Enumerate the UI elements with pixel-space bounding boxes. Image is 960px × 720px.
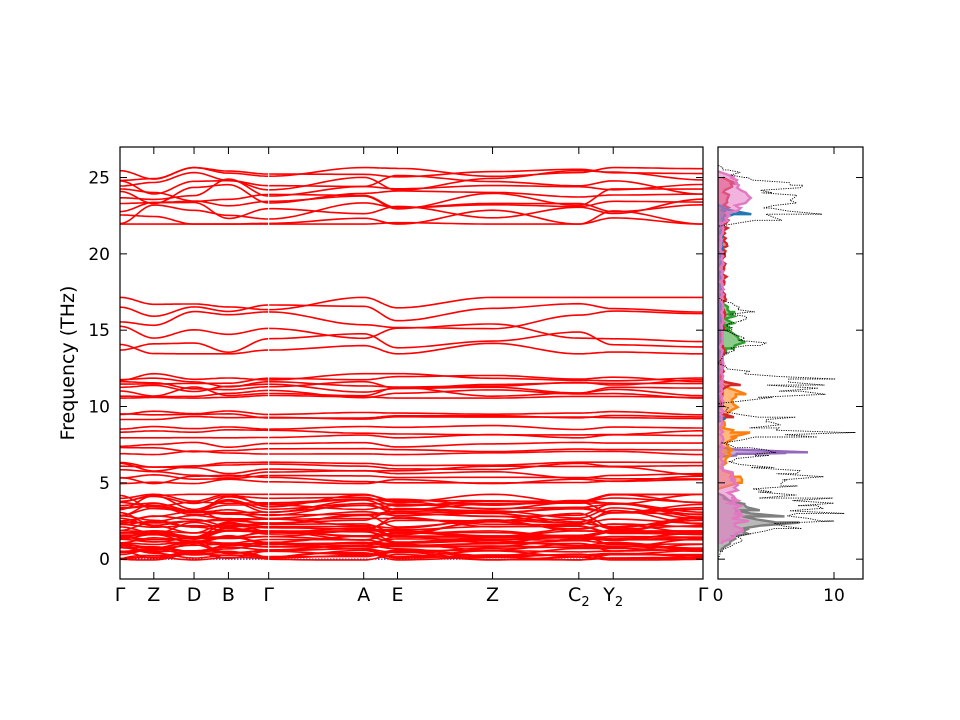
band-line-74	[120, 342, 703, 355]
band-line-80	[120, 217, 703, 225]
band-lines	[120, 166, 703, 561]
total-dos-line	[718, 164, 856, 560]
dos-y-ticks	[718, 177, 863, 560]
kpoint-subscript-9: 2	[615, 595, 623, 610]
band-line-59	[120, 441, 703, 448]
band-line-67	[120, 389, 703, 399]
dos-x-tick-label-1: 10	[823, 586, 845, 606]
band-line-56	[120, 461, 703, 468]
band-y-axis: 0 5 10 15 20 25	[88, 169, 703, 570]
kpoint-label-5: A	[357, 584, 370, 606]
band-plot-frame	[119, 146, 704, 580]
band-line-75	[120, 331, 703, 354]
y-axis-label: Frequency (THz)	[57, 286, 79, 441]
kpoint-label-2: D	[187, 584, 202, 606]
band-line-64	[120, 412, 703, 419]
y-tick-label-1: 5	[99, 474, 110, 494]
band-line-72	[120, 374, 703, 385]
band-line-31	[120, 516, 703, 534]
band-line-76	[120, 323, 703, 343]
band-line-49	[120, 493, 703, 505]
band-line-35	[120, 512, 703, 528]
y-tick-label-4: 20	[88, 245, 110, 265]
band-line-81	[120, 209, 703, 225]
band-line-36	[120, 509, 703, 527]
band-line-77	[120, 310, 703, 330]
band-line-13	[120, 541, 703, 550]
partial-dos-line-6	[718, 170, 753, 545]
band-line-61	[120, 429, 703, 436]
band-line-60	[120, 433, 703, 439]
band-line-62	[120, 424, 703, 431]
y-tick-label-0: 0	[99, 550, 110, 570]
partial-dos-fill-4	[718, 177, 741, 422]
band-line-58	[120, 446, 703, 453]
partial-dos-fill-6	[718, 171, 751, 544]
dos-x-tick-label-0: 0	[713, 586, 724, 606]
band-line-39	[120, 505, 703, 520]
band-line-50	[120, 478, 703, 485]
band-line-83	[120, 198, 703, 220]
partial-dos-line-1	[718, 298, 746, 359]
band-line-71	[120, 377, 703, 388]
y-tick-label-5: 25	[88, 169, 110, 189]
kpoint-label-6: E	[392, 584, 404, 606]
band-line-57	[120, 450, 703, 456]
band-line-32	[120, 514, 703, 533]
band-line-46	[120, 493, 703, 511]
band-line-86	[120, 183, 703, 205]
kpoint-label-3: B	[222, 584, 235, 606]
band-line-78	[120, 302, 703, 322]
kpoint-label-0: Γ	[115, 584, 126, 606]
band-line-91	[120, 166, 703, 180]
band-line-55	[120, 462, 703, 472]
band-line-69	[120, 383, 703, 394]
kpoint-subscript-8: 2	[581, 595, 589, 610]
band-line-85	[120, 188, 703, 210]
dos-panel: 0 10	[713, 146, 864, 606]
kpoint-label-10: Γ	[698, 584, 709, 606]
dos-x-axis: 0 10	[713, 147, 845, 606]
partial-dos-line-0	[718, 492, 800, 553]
band-line-79	[120, 296, 703, 311]
band-line-6	[120, 546, 703, 559]
band-line-65	[120, 410, 703, 416]
dos-plot-frame	[717, 146, 864, 580]
band-line-48	[120, 493, 703, 507]
band-line-88	[120, 174, 703, 195]
dos-curves	[718, 164, 856, 560]
kpoint-label-1: Z	[147, 584, 160, 606]
kpoint-label-4: Γ	[263, 584, 274, 606]
band-line-3	[120, 550, 703, 561]
y-tick-label-2: 10	[88, 398, 110, 418]
kpoint-label-7: Z	[486, 584, 499, 606]
y-tick-label-3: 15	[88, 321, 110, 341]
band-line-73	[120, 372, 703, 382]
